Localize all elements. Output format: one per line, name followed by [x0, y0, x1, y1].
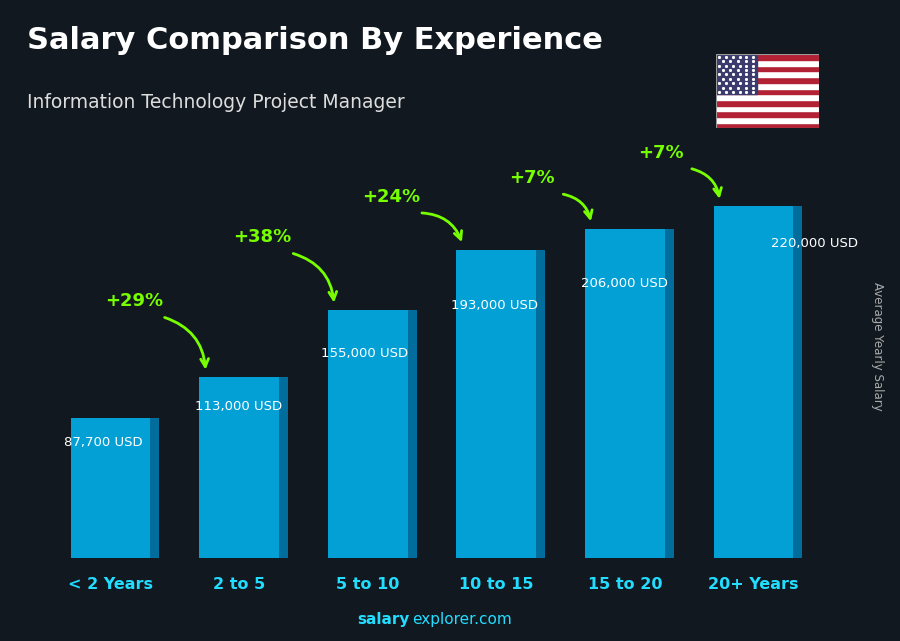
Text: +7%: +7%	[638, 144, 684, 162]
Bar	[665, 229, 674, 558]
Text: Average Yearly Salary: Average Yearly Salary	[871, 282, 884, 410]
Text: explorer.com: explorer.com	[412, 612, 512, 627]
Text: 155,000 USD: 155,000 USD	[321, 347, 409, 360]
Text: 20+ Years: 20+ Years	[708, 577, 798, 592]
Bar	[716, 111, 819, 117]
Text: 10 to 15: 10 to 15	[459, 577, 534, 592]
Bar	[716, 77, 819, 83]
Bar	[716, 117, 819, 122]
Bar	[716, 66, 819, 72]
Bar	[716, 54, 819, 60]
Bar	[279, 378, 288, 558]
Bar	[716, 94, 819, 100]
Text: 15 to 20: 15 to 20	[588, 577, 662, 592]
Bar	[71, 418, 150, 558]
Bar	[716, 83, 819, 88]
Bar	[716, 88, 819, 94]
Text: 220,000 USD: 220,000 USD	[771, 237, 859, 249]
Bar	[793, 206, 802, 558]
Text: 87,700 USD: 87,700 USD	[64, 437, 143, 449]
Text: +29%: +29%	[104, 292, 163, 310]
Bar	[150, 418, 159, 558]
Text: +7%: +7%	[509, 169, 555, 187]
Bar	[328, 310, 408, 558]
Bar	[716, 122, 819, 128]
Text: 5 to 10: 5 to 10	[336, 577, 400, 592]
Bar	[716, 72, 819, 77]
Text: 193,000 USD: 193,000 USD	[451, 299, 538, 312]
Text: < 2 Years: < 2 Years	[68, 577, 153, 592]
Bar	[536, 249, 545, 558]
Text: +38%: +38%	[233, 228, 292, 246]
Text: Salary Comparison By Experience: Salary Comparison By Experience	[27, 26, 603, 54]
Bar	[716, 60, 819, 66]
Bar	[716, 106, 819, 111]
Text: 113,000 USD: 113,000 USD	[195, 399, 283, 413]
Bar	[199, 378, 279, 558]
Text: Information Technology Project Manager: Information Technology Project Manager	[27, 93, 405, 112]
Bar	[714, 206, 793, 558]
Bar	[585, 229, 665, 558]
Bar	[408, 310, 417, 558]
Text: 2 to 5: 2 to 5	[213, 577, 266, 592]
Bar	[716, 54, 757, 94]
Text: salary: salary	[357, 612, 410, 627]
Bar	[456, 249, 536, 558]
Bar	[716, 100, 819, 106]
Text: 206,000 USD: 206,000 USD	[581, 276, 668, 290]
Text: +24%: +24%	[362, 188, 420, 206]
